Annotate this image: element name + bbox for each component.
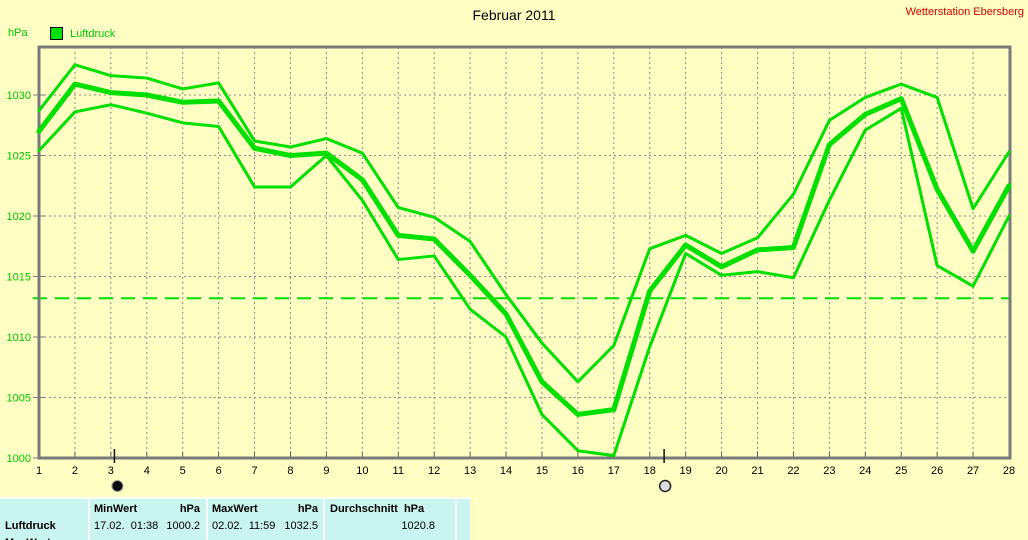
x-tick-label: 23 — [823, 465, 835, 477]
stats-table: MinWert hPa MaxWert hPa Durchschnitt hPa… — [0, 497, 470, 540]
min-value: 17.02. 01:38 1000.2 — [94, 520, 200, 533]
table-divider — [455, 499, 457, 540]
max-value: 02.02. 11:59 1032.5 — [212, 520, 318, 533]
x-tick-label: 27 — [967, 465, 979, 477]
table-divider — [206, 499, 208, 540]
legend-swatch-icon — [50, 27, 63, 40]
x-tick-label: 17 — [608, 465, 620, 477]
plot-border — [37, 45, 1012, 460]
max-datetime: 02.02. 11:59 — [212, 520, 276, 532]
station-label: Wetterstation Ebersberg — [905, 6, 1024, 18]
legend: Luftdruck — [50, 27, 115, 40]
x-tick-label: 5 — [180, 465, 186, 477]
x-tick-label: 25 — [895, 465, 907, 477]
y-tick-label: 1020 — [7, 211, 31, 223]
max-header: MaxWert hPa — [212, 503, 318, 515]
x-tick-label: 4 — [144, 465, 150, 477]
x-tick-label: 20 — [715, 465, 727, 477]
x-tick-label: 12 — [428, 465, 440, 477]
row-label-luftdruck: Luftdruck — [5, 520, 56, 532]
y-tick-label: 1005 — [7, 393, 31, 405]
x-tick-label: 15 — [536, 465, 548, 477]
x-tick-label: 9 — [323, 465, 329, 477]
x-tick-label: 3 — [108, 465, 114, 477]
x-tick-label: 24 — [859, 465, 871, 477]
min-header: MinWert hPa — [94, 503, 200, 515]
clipped-next-row-label: MaxWert — [5, 537, 85, 540]
min-hpa: 1000.2 — [166, 520, 200, 532]
pressure-max-line — [37, 63, 1011, 384]
avg-header: Durchschnitt hPa — [330, 503, 425, 515]
x-tick-label: 10 — [356, 465, 368, 477]
min-datetime: 17.02. 01:38 — [94, 520, 159, 532]
y-axis-unit-label: hPa — [8, 27, 28, 39]
new-moon-icon — [111, 480, 124, 492]
legend-label: Luftdruck — [70, 27, 116, 40]
x-tick-label: 6 — [216, 465, 222, 477]
pressure-mean-line — [36, 81, 1012, 417]
x-tick-label: 16 — [572, 465, 584, 477]
full-moon-icon — [658, 479, 672, 493]
x-tick-label: 19 — [680, 465, 692, 477]
y-tick-label: 1000 — [7, 453, 31, 465]
x-tick-label: 14 — [500, 465, 512, 477]
x-tick-label: 21 — [751, 465, 763, 477]
y-tick-label: 1010 — [7, 332, 31, 344]
y-tick-label: 1025 — [7, 151, 31, 163]
max-hpa: 1032.5 — [284, 520, 318, 532]
y-tick-label: 1015 — [7, 272, 31, 284]
x-tick-label: 28 — [1003, 465, 1015, 477]
pressure-min-line — [37, 103, 1011, 458]
x-tick-label: 13 — [464, 465, 476, 477]
x-tick-label: 2 — [72, 465, 78, 477]
x-tick-label: 22 — [787, 465, 799, 477]
table-divider — [323, 499, 325, 540]
x-tick-label: 7 — [251, 465, 257, 477]
x-tick-label: 11 — [393, 465, 404, 477]
y-tick-label: 1030 — [7, 90, 31, 102]
avg-value: 1020.8 — [401, 520, 435, 532]
table-divider — [88, 499, 90, 540]
x-tick-label: 18 — [644, 465, 656, 477]
x-tick-label: 1 — [36, 465, 42, 477]
x-tick-label: 26 — [931, 465, 943, 477]
x-tick-label: 8 — [287, 465, 293, 477]
page-title: Februar 2011 — [472, 7, 556, 23]
